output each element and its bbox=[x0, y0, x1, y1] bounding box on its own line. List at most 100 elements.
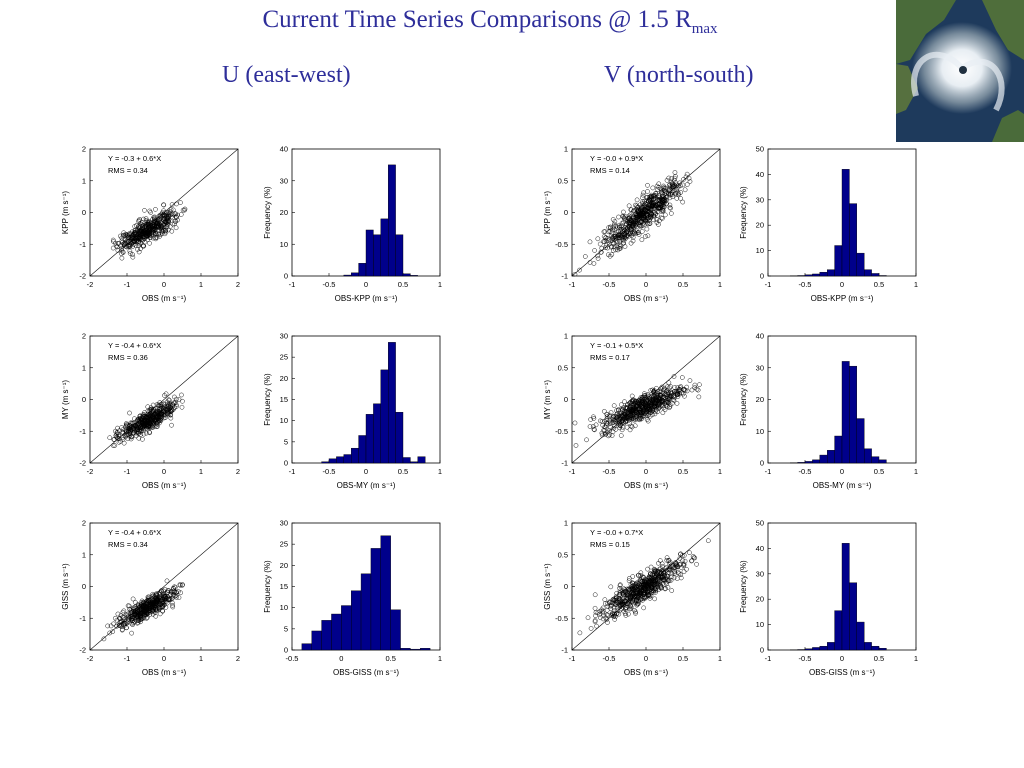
x-tick-label: 1 bbox=[914, 467, 918, 476]
x-tick-label: 0 bbox=[644, 280, 648, 289]
scatter-point bbox=[162, 587, 168, 592]
scatter-point bbox=[654, 579, 659, 584]
scatter-point bbox=[672, 395, 678, 400]
scatter-point bbox=[646, 218, 652, 223]
scatter-point bbox=[633, 231, 639, 236]
scatter-point bbox=[115, 241, 121, 246]
scatter-point bbox=[635, 591, 641, 596]
scatter-point bbox=[659, 199, 665, 205]
histogram-bar bbox=[849, 203, 858, 277]
scatter-point bbox=[687, 378, 693, 383]
scatter-point bbox=[121, 440, 127, 446]
scatter-point bbox=[611, 596, 617, 602]
scatter-point bbox=[604, 617, 610, 622]
scatter-point bbox=[610, 419, 615, 425]
scatter-point bbox=[692, 382, 698, 388]
scatter-point bbox=[156, 417, 161, 423]
scatter-point bbox=[611, 225, 616, 231]
scatter-point bbox=[681, 569, 687, 574]
scatter-point bbox=[638, 585, 644, 590]
histogram-bar bbox=[849, 582, 858, 651]
scatter-point bbox=[638, 220, 643, 225]
y-tick-label: -1 bbox=[79, 240, 86, 249]
scatter-point bbox=[620, 590, 626, 596]
column-title-u: U (east-west) bbox=[222, 62, 351, 88]
scatter-point bbox=[600, 610, 606, 616]
x-tick-label: 2 bbox=[236, 467, 240, 476]
scatter-point bbox=[637, 415, 643, 421]
x-tick-label: -0.5 bbox=[323, 280, 336, 289]
scatter-point bbox=[122, 622, 127, 628]
scatter-point bbox=[167, 224, 173, 229]
scatter-point bbox=[585, 615, 591, 621]
scatter-point bbox=[630, 238, 636, 244]
scatter-point bbox=[592, 618, 598, 623]
scatter-point bbox=[591, 426, 597, 432]
scatter-point bbox=[601, 239, 606, 244]
y-tick-label: 0 bbox=[284, 459, 288, 468]
x-tick-label: 0 bbox=[364, 280, 368, 289]
scatter-point bbox=[635, 204, 641, 210]
x-tick-label: 0.5 bbox=[398, 280, 408, 289]
scatter-point bbox=[621, 595, 627, 601]
scatter-point bbox=[153, 236, 159, 242]
scatter-point bbox=[641, 404, 647, 410]
scatter-point bbox=[659, 196, 665, 202]
scatter-point bbox=[154, 424, 160, 429]
scatter-point bbox=[138, 616, 144, 622]
scatter-point bbox=[625, 229, 630, 234]
histogram-bar bbox=[797, 275, 806, 277]
scatter-point bbox=[592, 619, 598, 624]
scatter-point bbox=[156, 225, 161, 230]
scatter-point bbox=[151, 231, 156, 237]
scatter-point bbox=[609, 252, 615, 257]
x-tick-label: 0.5 bbox=[874, 280, 884, 289]
scatter-point bbox=[633, 592, 639, 598]
x-tick-label: 1 bbox=[199, 467, 203, 476]
rms-value: RMS = 0.36 bbox=[108, 353, 148, 362]
scatter-point bbox=[114, 623, 119, 629]
scatter-point bbox=[659, 570, 664, 576]
scatter-point bbox=[157, 611, 163, 617]
scatter-point bbox=[684, 171, 690, 177]
scatter-point bbox=[176, 595, 182, 600]
scatter-point bbox=[140, 420, 146, 425]
regression-equation: Y = -0.3 + 0.6*X bbox=[108, 154, 161, 163]
scatter-point bbox=[605, 238, 611, 244]
x-tick-label: 0 bbox=[364, 467, 368, 476]
scatter-point bbox=[623, 595, 629, 601]
regression-equation: Y = -0.0 + 0.9*X bbox=[590, 154, 643, 163]
histogram-bar bbox=[819, 271, 828, 277]
scatter-point bbox=[154, 607, 160, 613]
histogram-bar bbox=[826, 269, 835, 277]
x-tick-label: -1 bbox=[765, 654, 772, 663]
scatter-point bbox=[677, 387, 683, 392]
scatter-point bbox=[164, 578, 170, 584]
scatter-point bbox=[618, 433, 624, 438]
histogram-bar bbox=[373, 403, 382, 464]
scatter-point bbox=[658, 566, 664, 571]
hurricane-satellite-image bbox=[896, 0, 1024, 142]
scatter-point bbox=[127, 244, 132, 249]
histogram-bars bbox=[301, 535, 431, 651]
y-tick-label: 10 bbox=[756, 620, 764, 629]
scatter-point bbox=[645, 221, 651, 227]
x-tick-label: 0.5 bbox=[678, 280, 688, 289]
scatter-point bbox=[591, 414, 596, 420]
x-tick-label: 0 bbox=[644, 654, 648, 663]
y-tick-label: 10 bbox=[280, 603, 288, 612]
scatter-point bbox=[595, 610, 601, 616]
scatter-point bbox=[650, 404, 656, 409]
scatter-point bbox=[646, 592, 651, 597]
scatter-point bbox=[130, 622, 136, 628]
scatter-point bbox=[158, 403, 164, 409]
scatter-point bbox=[595, 256, 601, 261]
y-tick-label: -2 bbox=[79, 459, 86, 468]
histogram-bar bbox=[387, 164, 396, 277]
x-tick-label: -0.5 bbox=[603, 467, 616, 476]
scatter-point bbox=[602, 229, 608, 234]
scatter-point bbox=[142, 236, 147, 241]
scatter-point bbox=[620, 406, 626, 412]
x-tick-label: 0 bbox=[840, 280, 844, 289]
scatter-point bbox=[645, 566, 650, 572]
